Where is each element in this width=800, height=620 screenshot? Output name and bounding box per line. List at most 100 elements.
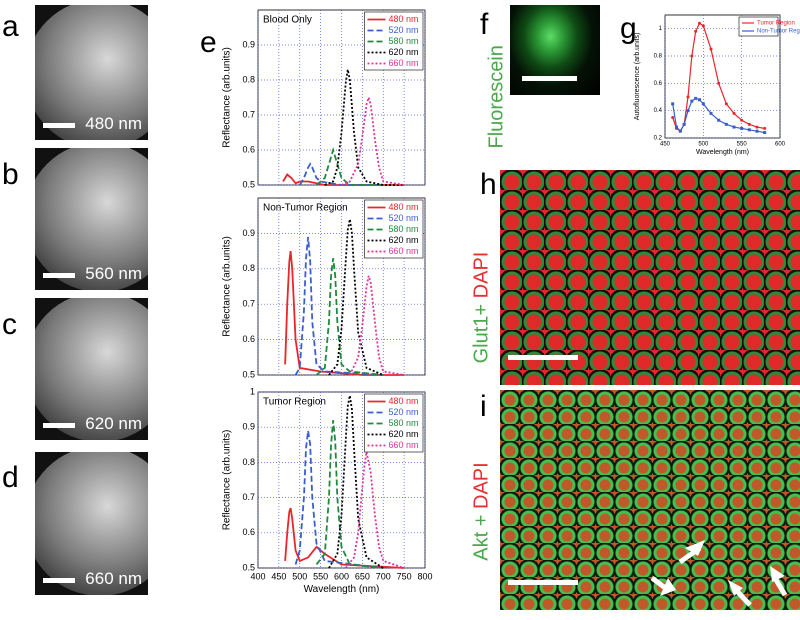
- legend-label: 580 nm: [389, 224, 419, 234]
- legend-label: 580 nm: [389, 36, 419, 46]
- y-axis-label: Reflectance (arb.units): [222, 430, 233, 531]
- legend-box: [364, 393, 424, 453]
- marker: [694, 96, 698, 100]
- arrow: [678, 545, 702, 565]
- marker: [671, 116, 675, 119]
- x-tick-label: 800: [417, 571, 432, 581]
- legend-label: 480 nm: [389, 202, 419, 212]
- marker: [686, 95, 690, 99]
- y-tick-label: 1: [659, 26, 663, 32]
- y-tick-label: 0.7: [242, 492, 255, 502]
- x-tick-label: 450: [271, 571, 286, 581]
- y-tick-label: 1: [250, 386, 255, 396]
- panel-letter: g: [620, 12, 637, 45]
- marker: [717, 118, 721, 122]
- y-tick-label: 0.6: [242, 527, 255, 537]
- series-line: [344, 451, 405, 569]
- x-tick-label: 500: [292, 571, 307, 581]
- marker: [740, 126, 744, 130]
- marker: [690, 99, 694, 103]
- x-tick-label: 500: [698, 142, 709, 148]
- arrow: [772, 576, 788, 597]
- marker: [717, 81, 721, 85]
- series-line: [294, 430, 384, 569]
- legend-box: [364, 199, 424, 259]
- arrow: [770, 566, 785, 582]
- panel-letter: f: [480, 8, 489, 41]
- series-line: [298, 162, 384, 186]
- arrow: [734, 588, 752, 607]
- legend-label: Non-Tumor Region: [757, 29, 800, 35]
- series-line: [324, 69, 405, 186]
- series-line: [294, 236, 384, 376]
- marker: [763, 126, 767, 130]
- x-tick-label: 550: [737, 142, 748, 148]
- arrow: [728, 580, 743, 596]
- y-tick-label: 0.9: [242, 39, 255, 49]
- y-tick-label: 0.8: [242, 74, 255, 84]
- marker: [686, 109, 690, 113]
- marker: [694, 29, 698, 33]
- legend-label: 660 nm: [389, 58, 419, 68]
- panel-letter: c: [2, 308, 17, 341]
- marker: [732, 111, 736, 115]
- series-line: [328, 395, 384, 569]
- marker: [763, 131, 767, 135]
- panel-letter: d: [2, 461, 19, 494]
- image-d: 660 nm: [35, 452, 148, 595]
- series-line: [341, 94, 405, 186]
- x-tick-label: 600: [775, 142, 786, 148]
- x-tick-label: 750: [397, 571, 412, 581]
- plot-title: Non-Tumor Region: [263, 203, 348, 214]
- x-tick-label: 450: [660, 142, 671, 148]
- y-tick-label: 0.5: [242, 179, 255, 189]
- panel-letter: i: [480, 390, 487, 423]
- x-tick-label: 550: [313, 571, 328, 581]
- legend-label: 480 nm: [389, 396, 419, 406]
- marker: [671, 102, 675, 106]
- y-tick-label: 0.6: [242, 144, 255, 154]
- marker: [724, 122, 728, 126]
- marker: [740, 118, 744, 122]
- legend-label: Tumor Region: [757, 21, 795, 27]
- arrow: [685, 540, 705, 556]
- y-tick-label: 0.8: [242, 263, 255, 273]
- y-axis-label: Reflectance (arb.units): [222, 47, 233, 148]
- marker: [724, 102, 728, 106]
- series-line: [284, 250, 405, 376]
- marker: [709, 111, 713, 115]
- x-tick-label: 600: [334, 571, 349, 581]
- y-tick-label: 0.6: [654, 81, 663, 87]
- x-tick-label: 700: [376, 571, 391, 581]
- y-tick-label: 0.7: [242, 299, 255, 309]
- marker: [701, 102, 705, 106]
- series-line: [315, 146, 384, 186]
- legend-label: 520 nm: [389, 213, 419, 223]
- marker: [698, 98, 701, 102]
- image-a: 480 nm: [35, 5, 148, 140]
- panel-letter: a: [2, 10, 19, 43]
- x-axis-label: Wavelength (nm): [304, 584, 380, 595]
- plot-title: Blood Only: [263, 15, 312, 26]
- y-tick-label: 0.9: [242, 228, 255, 238]
- legend-label: 480 nm: [389, 14, 419, 24]
- marker: [701, 24, 705, 28]
- legend-label: 660 nm: [389, 440, 419, 450]
- image-i: [500, 390, 800, 610]
- image-caption: 660 nm: [85, 569, 142, 588]
- x-axis-label: Wavelength (nm): [696, 149, 749, 156]
- marker: [747, 128, 751, 132]
- legend-label: 620 nm: [389, 429, 419, 439]
- x-tick-label: 650: [355, 571, 370, 581]
- legend-label: 520 nm: [389, 407, 419, 417]
- y-axis-label: Reflectance (arb.units): [222, 236, 233, 337]
- image-caption: 620 nm: [85, 414, 142, 433]
- series-line: [315, 420, 384, 569]
- legend-box: [364, 11, 424, 71]
- marker: [755, 129, 759, 133]
- marker: [682, 122, 686, 126]
- panel-letter: h: [480, 168, 497, 201]
- y-tick-label: 0.9: [242, 422, 255, 432]
- y-tick-label: 0.6: [242, 334, 255, 344]
